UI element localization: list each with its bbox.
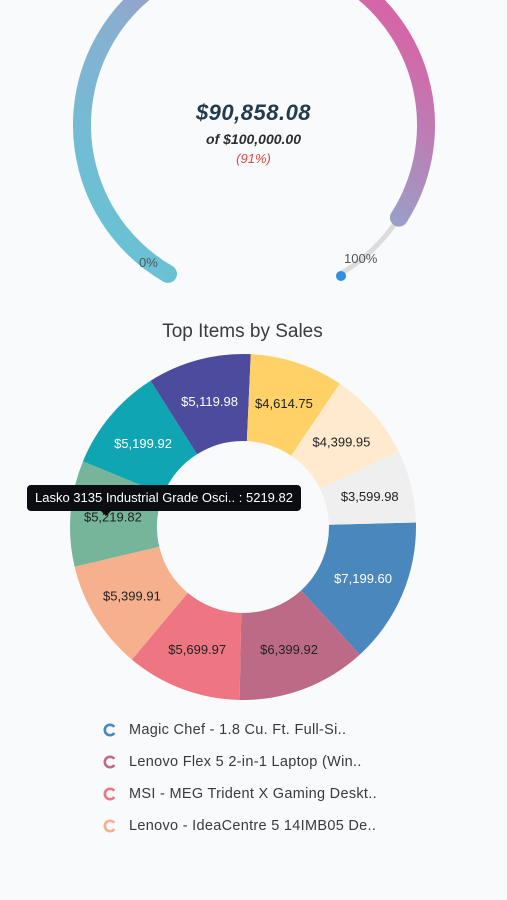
gauge-percent: (91%) [236,151,271,166]
donut-slice[interactable] [320,451,416,525]
donut-slice[interactable] [150,354,251,455]
legend-swatch-icon [103,755,117,769]
chart-title: Top Items by Sales [162,321,323,342]
donut-slice[interactable] [246,354,340,456]
gauge-max-label: 100% [344,251,378,266]
slice-value-label: $5,219.82 [84,510,142,525]
progress-gauge [73,0,435,283]
donut-slice[interactable] [74,546,188,660]
donut-slice[interactable] [82,380,198,495]
donut-slice[interactable] [301,522,416,655]
legend-item[interactable]: Lenovo - IdeaCentre 5 14IMB05 De.. [102,810,377,842]
slice-value-label: $4,399.95 [313,434,371,449]
slice-tooltip: Lasko 3135 Industrial Grade Osci.. : 521… [27,485,301,511]
donut-slice[interactable] [239,590,360,700]
slice-value-label: $7,199.60 [334,571,392,586]
gauge-progress-arc [73,0,435,283]
gauge-amount: $90,858.08 [195,100,312,125]
legend-label: Magic Chef - 1.8 Cu. Ft. Full-Si.. [129,722,347,738]
legend-swatch-icon [103,787,117,801]
legend-label: Lenovo Flex 5 2-in-1 Laptop (Win.. [129,754,362,770]
legend-item[interactable]: Magic Chef - 1.8 Cu. Ft. Full-Si.. [102,714,377,746]
slice-value-label: $6,399.92 [260,642,318,657]
slice-value-label: $5,119.98 [181,394,238,409]
chart-legend: Magic Chef - 1.8 Cu. Ft. Full-Si.. Lenov… [102,714,377,842]
legend-item[interactable]: Lenovo Flex 5 2-in-1 Laptop (Win.. [102,746,377,778]
slice-value-label: $5,399.91 [103,588,161,603]
legend-label: MSI - MEG Trident X Gaming Deskt.. [129,786,377,802]
gauge-min-label: 0% [139,255,158,270]
donut-slice[interactable] [131,592,242,700]
gauge-end-marker [336,270,346,281]
tooltip-arrow [101,511,111,516]
donut-chart: $7,199.60 $6,399.92 $5,699.97 $5,399.91 $5,2… [69,354,416,700]
donut-slice[interactable] [291,383,399,490]
slice-value-label: $5,199.92 [114,436,172,451]
legend-swatch-icon [103,819,117,833]
legend-label: Lenovo - IdeaCentre 5 14IMB05 De.. [129,818,377,834]
legend-swatch-icon [103,723,117,737]
slice-value-label: $5,699.97 [168,642,226,657]
slice-value-label: $3,599.98 [341,489,399,504]
slice-value-label: $4,614.75 [255,396,313,411]
gauge-target: of $100,000.00 [206,131,301,147]
legend-item[interactable]: MSI - MEG Trident X Gaming Deskt.. [102,778,377,810]
